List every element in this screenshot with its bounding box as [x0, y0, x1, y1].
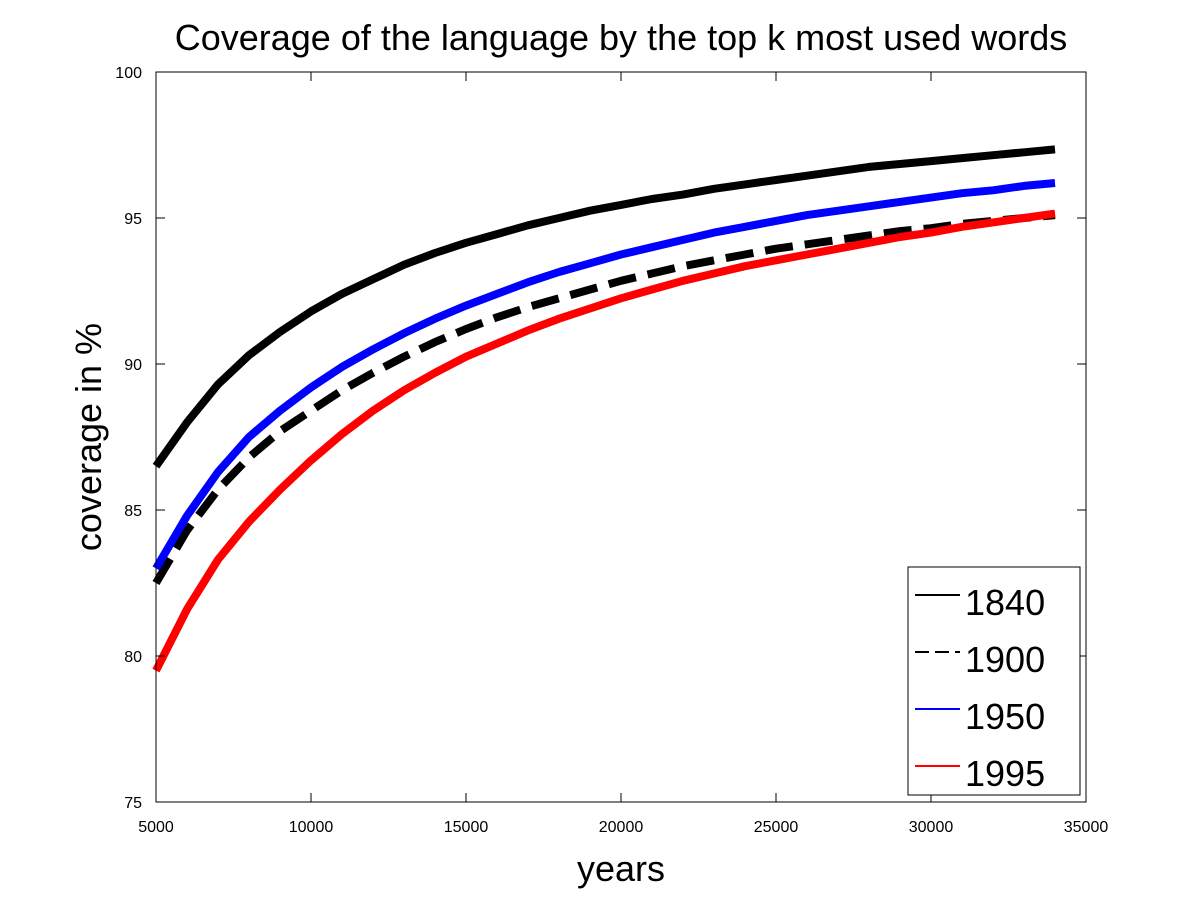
x-tick-label: 30000 — [909, 819, 954, 836]
legend-label-1840: 1840 — [965, 582, 1045, 623]
x-tick-label: 20000 — [599, 819, 644, 836]
series-line-1950 — [152, 179, 1056, 571]
y-tick-label: 100 — [115, 65, 142, 82]
series-line-1900 — [152, 211, 1056, 586]
x-axis-label: years — [577, 848, 665, 889]
legend-box — [907, 566, 1081, 796]
y-tick-label: 80 — [124, 649, 142, 666]
x-tick-label: 5000 — [138, 819, 174, 836]
y-tick-label: 85 — [124, 503, 142, 520]
legend-label-1900: 1900 — [965, 639, 1045, 680]
x-tick-label: 35000 — [1064, 819, 1109, 836]
x-tick-label: 15000 — [444, 819, 489, 836]
y-tick-label: 75 — [124, 795, 142, 812]
legend: 1840 1900 1950 1995 — [907, 566, 1081, 796]
x-tick-label: 10000 — [289, 819, 334, 836]
chart-title: Coverage of the language by the top k mo… — [175, 17, 1068, 58]
ticks-layer: 5000 10000 15000 20000 25000 30000 35000 75 80 85… — [115, 65, 1108, 836]
legend-label-1995: 1995 — [965, 753, 1045, 794]
legend-label-1950: 1950 — [965, 696, 1045, 737]
series-line-1995 — [152, 209, 1056, 673]
plot-area-frame — [155, 71, 1087, 803]
series-layer — [152, 145, 1056, 673]
y-tick-label: 95 — [124, 211, 142, 228]
y-axis-label: coverage in % — [68, 323, 109, 551]
x-tick-label: 25000 — [754, 819, 799, 836]
y-tick-label: 90 — [124, 357, 142, 374]
series-line-1840 — [152, 145, 1056, 469]
